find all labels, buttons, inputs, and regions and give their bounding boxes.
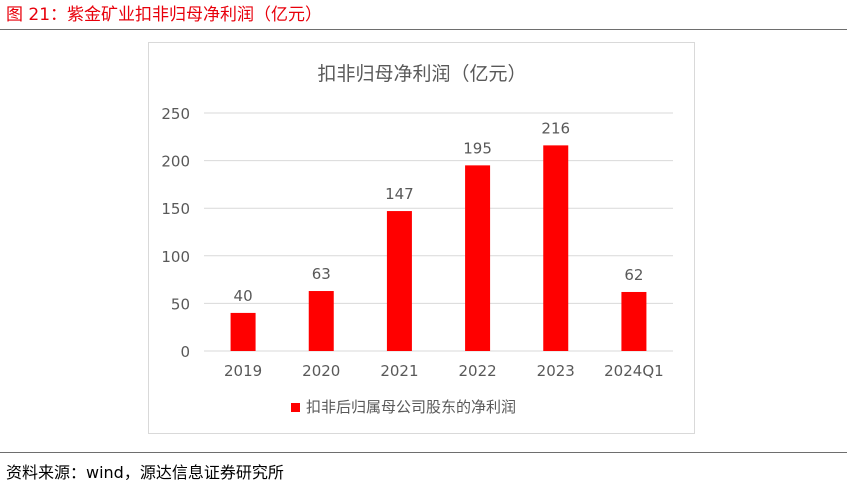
bars bbox=[230, 145, 647, 351]
y-tick-label: 50 bbox=[171, 295, 190, 313]
y-axis-ticks: 0 50 100 150 200 250 bbox=[161, 105, 190, 361]
data-label-2020: 63 bbox=[312, 265, 331, 283]
data-label-2024Q1: 62 bbox=[624, 266, 643, 284]
bar-2024Q1 bbox=[621, 291, 647, 351]
legend-swatch bbox=[291, 403, 300, 412]
x-tick-label: 2019 bbox=[224, 362, 262, 380]
data-label-2023: 216 bbox=[541, 119, 570, 137]
y-tick-label: 200 bbox=[161, 153, 190, 171]
bar-2021 bbox=[386, 211, 412, 351]
y-tick-label: 100 bbox=[161, 248, 190, 266]
data-label-2021: 147 bbox=[385, 185, 414, 203]
bar-2020 bbox=[308, 291, 334, 351]
y-tick-label: 150 bbox=[161, 200, 190, 218]
chart-frame bbox=[148, 42, 695, 434]
bottom-divider bbox=[0, 452, 847, 453]
x-axis-ticks: 2019 2020 2021 2022 2023 2024Q1 bbox=[224, 362, 664, 380]
figure-title: 图 21：紫金矿业扣非归母净利润（亿元） bbox=[6, 5, 323, 25]
gridlines bbox=[204, 112, 673, 352]
legend-label: 扣非后归属母公司股东的净利润 bbox=[306, 398, 516, 416]
x-tick-label: 2024Q1 bbox=[604, 362, 664, 380]
x-tick-label: 2022 bbox=[458, 362, 496, 380]
data-labels: 40 63 147 195 216 62 bbox=[234, 119, 644, 305]
bar-2022 bbox=[465, 165, 491, 351]
chart-title: 扣非归母净利润（亿元） bbox=[317, 63, 526, 85]
data-label-2019: 40 bbox=[234, 287, 253, 305]
source-note: 资料来源：wind，源达信息证券研究所 bbox=[6, 463, 284, 482]
top-divider bbox=[0, 29, 847, 30]
y-tick-label: 250 bbox=[161, 105, 190, 123]
bar-2019 bbox=[230, 312, 256, 351]
x-tick-label: 2021 bbox=[380, 362, 418, 380]
x-tick-label: 2020 bbox=[302, 362, 340, 380]
legend: 扣非后归属母公司股东的净利润 bbox=[291, 398, 516, 416]
data-label-2022: 195 bbox=[463, 139, 492, 157]
bar-2023 bbox=[543, 145, 569, 351]
x-tick-label: 2023 bbox=[537, 362, 575, 380]
y-tick-label: 0 bbox=[180, 343, 190, 361]
